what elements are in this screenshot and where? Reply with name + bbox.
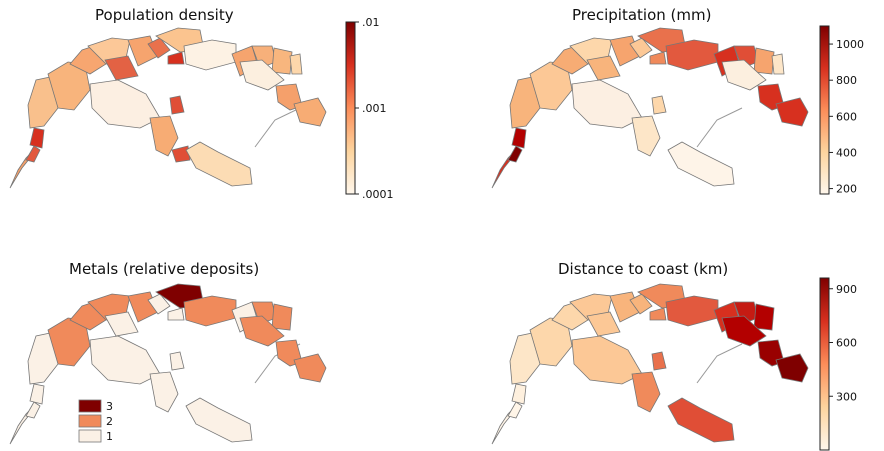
colorbar-tick-label: 600 [836,337,857,350]
colorbar-tick-label: .01 [362,16,380,29]
map-panel-precipitation: Precipitation (mm) [442,0,884,225]
map-panel-population-density: Population density [0,0,442,225]
colorbar-tick-label: 200 [836,183,857,196]
colorbar-tick-label: 1000 [836,38,864,51]
colorbar-ticks-precipitation: 1000 800 600 400 200 [829,38,864,196]
colorbar: 900 600 300 [819,277,857,451]
colorbar-tick-label: 900 [836,283,857,296]
colorbar-ticks-population: .01 .001 .0001 [355,16,394,201]
categorical-legend: 3 2 1 [78,399,113,443]
legend-label: 3 [106,400,113,413]
map-title: Metals (relative deposits) [69,260,260,278]
choropleth-map [491,283,809,445]
colorbar-tick-label: .001 [362,102,387,115]
choropleth-map [491,27,809,189]
colorbar-ticks-distance: 900 600 300 [829,283,857,403]
colorbar-tick-label: .0001 [362,188,394,201]
colorbar: .01 .001 .0001 [345,16,394,201]
legend-swatch [78,429,102,443]
colorbar-tick-label: 800 [836,74,857,87]
legend-swatch [78,399,102,413]
legend-swatch [78,414,102,428]
colorbar-tick-label: 400 [836,146,857,159]
colorbar-tick-label: 600 [836,110,857,123]
choropleth-map: 3 2 1 [9,283,327,445]
map-panel-metals: Metals (relative deposits) [0,226,442,451]
legend-label: 1 [106,430,113,443]
map-panel-distance-to-coast: Distance to coast (km) [442,226,884,451]
map-title: Distance to coast (km) [558,260,729,278]
colorbar: 1000 800 600 400 200 [819,25,864,196]
legend-label: 2 [106,415,113,428]
choropleth-map [9,27,327,189]
map-title: Population density [95,6,234,24]
colorbar-tick-label: 300 [836,390,857,403]
map-title: Precipitation (mm) [572,6,712,24]
